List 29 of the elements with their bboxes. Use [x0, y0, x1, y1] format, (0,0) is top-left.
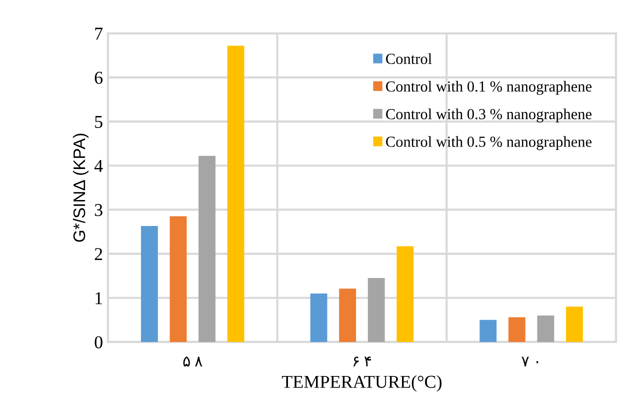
- y-tick-label: 0: [94, 336, 102, 348]
- y-tick-label: 2: [94, 248, 102, 260]
- y-tick-label: 4: [94, 160, 103, 172]
- bar: [339, 288, 356, 342]
- legend-label: Control with 0.3 % nanographene: [386, 108, 592, 122]
- legend-label: Control with 0.1 % nanographene: [386, 80, 592, 95]
- bar: [140, 226, 158, 342]
- bar: [537, 315, 554, 342]
- y-tick-label: 6: [94, 72, 103, 84]
- bar: [396, 246, 414, 342]
- x-tick-label: ۵ ۸: [183, 356, 202, 367]
- bar: [508, 317, 526, 342]
- x-tick-label: ۷ ۰: [522, 356, 538, 366]
- legend-label: Control: [386, 53, 432, 64]
- bar: [227, 46, 244, 342]
- x-tick-label: ۶ ۴: [353, 356, 372, 366]
- bar: [368, 278, 385, 342]
- legend-label: Control with 0.5 % nanographene: [386, 136, 592, 150]
- bar: [566, 306, 583, 342]
- y-axis-title: G*/SINΔ (KPA): [72, 134, 88, 242]
- bar: [480, 320, 497, 342]
- y-tick-label: 5: [95, 116, 102, 128]
- y-tick-label: 7: [95, 28, 103, 40]
- bar: [310, 293, 328, 342]
- bar: [198, 156, 216, 342]
- y-tick-label: 1: [96, 292, 102, 304]
- bar: [170, 216, 187, 342]
- y-tick-label: 3: [94, 204, 102, 216]
- x-axis-title: TEMPERATURE(°C): [282, 375, 442, 392]
